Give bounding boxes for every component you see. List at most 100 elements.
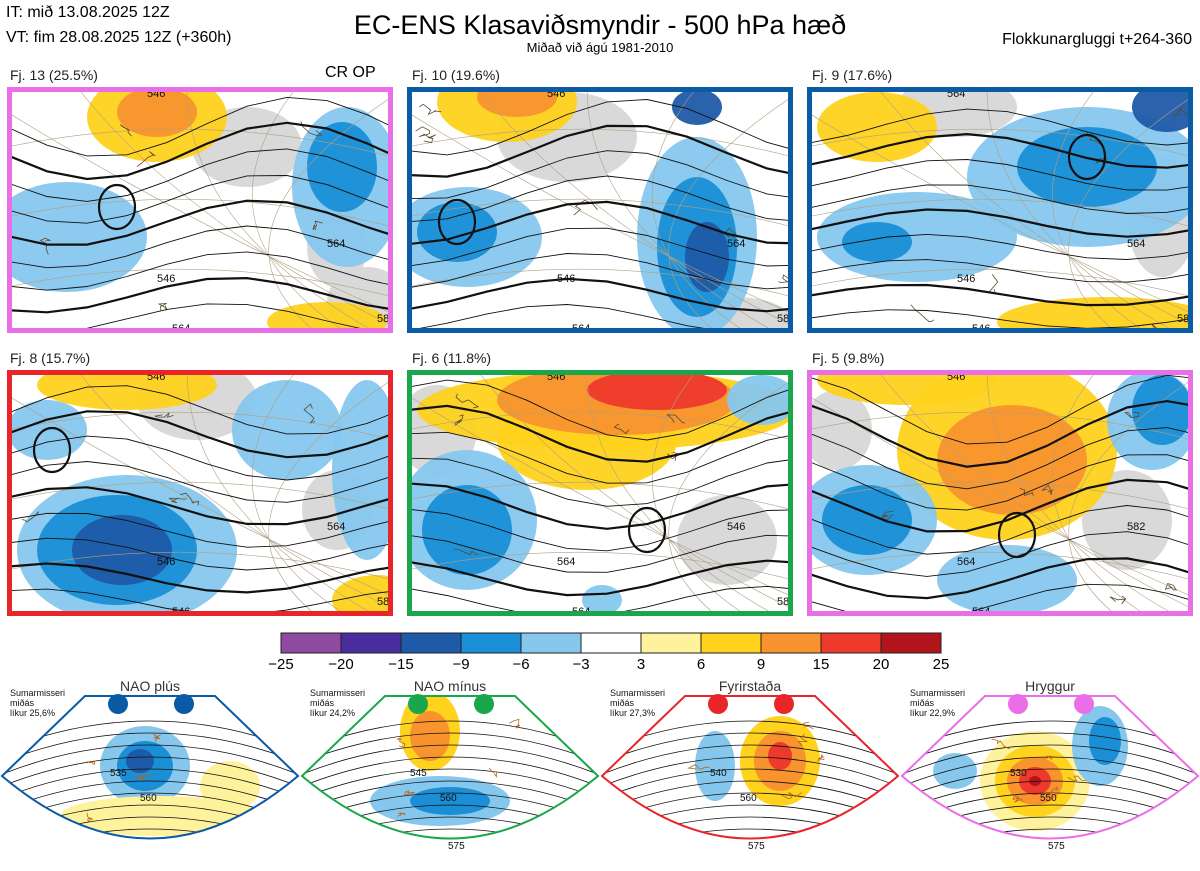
graticule-line (807, 128, 1193, 158)
height-contour (807, 184, 1193, 214)
height-contour (807, 557, 1193, 600)
valid-time: VT: fim 28.08.2025 12Z (+360h) (6, 29, 232, 46)
height-contour (407, 277, 793, 313)
cluster-label: Fj. 10 (19.6%) (412, 67, 500, 83)
height-contour (407, 99, 793, 156)
regime-plot: 530 550 575 (900, 694, 1200, 852)
coastline (415, 126, 431, 137)
height-contour (407, 431, 793, 484)
contour-label: 564 (557, 556, 575, 568)
graticule-line (586, 370, 778, 616)
chart-title: EC-ENS Klasaviðsmyndir - 500 hPa hæð (353, 10, 847, 40)
height-contour (602, 828, 898, 839)
colorbar-tick-label: −20 (328, 656, 354, 673)
colorbar-tick-label: −15 (388, 656, 414, 673)
regime-name: Hryggur (1025, 678, 1075, 694)
anomaly-area (1017, 127, 1157, 207)
colorbar-segment (400, 632, 462, 654)
graticule-line (7, 111, 393, 315)
regime-map: 530 550 575 Hryggur Sumarmisseri miðás lík… (900, 676, 1200, 871)
contour-label: 564 (957, 556, 975, 568)
control-run-note: CR OP (325, 64, 376, 81)
regime-plot: 535 560 (0, 694, 300, 840)
coastline (179, 492, 199, 506)
graticule-line (807, 394, 1193, 598)
contour-label: 560 (140, 793, 157, 804)
colorbar-segment (520, 632, 582, 654)
coastline (86, 812, 93, 823)
height-contour (407, 457, 793, 507)
anomaly-area (933, 753, 977, 789)
closed-contour (437, 198, 477, 246)
height-contour (807, 399, 1193, 468)
closed-contour (1067, 133, 1107, 181)
cluster-label: Fj. 13 (25.5%) (10, 67, 98, 83)
regime-marker (708, 694, 728, 714)
height-contour (902, 744, 1198, 776)
coastline (802, 721, 814, 730)
regime-marker (408, 694, 428, 714)
anomaly-area (37, 370, 217, 410)
height-contour (407, 559, 793, 597)
contour-label: 564 (1127, 238, 1145, 250)
height-contour (7, 251, 393, 291)
anomaly-area (60, 796, 260, 836)
land-mass (677, 495, 777, 585)
anomaly-area (587, 370, 727, 410)
height-contour (7, 121, 393, 181)
chart-subtitle: Miðað við ágú 1981-2010 (526, 40, 674, 55)
height-contour (7, 512, 393, 548)
contour-label: 564 (727, 238, 745, 250)
contour-label: 560 (740, 793, 757, 804)
anomaly-area (768, 742, 792, 770)
regime-frame (600, 695, 900, 840)
height-contour (407, 200, 793, 246)
height-contour (407, 379, 793, 441)
coastline (488, 767, 498, 778)
contour-label: 546 (557, 273, 575, 285)
height-contour (2, 780, 298, 812)
colorbar-tick-label: −6 (512, 656, 530, 673)
anomaly-area (417, 202, 497, 262)
regime-plot: 540 560 575 (600, 694, 900, 852)
height-contour (807, 454, 1193, 511)
anomaly-area (267, 302, 387, 333)
graticule-line (7, 551, 393, 581)
coastline (136, 151, 156, 167)
colorbar-segment (760, 632, 822, 654)
height-contour (807, 283, 1193, 307)
coastline (1050, 786, 1059, 794)
coastline (509, 718, 521, 729)
colorbar-segment (340, 632, 402, 654)
contour-label: 545 (410, 768, 427, 779)
cluster-label: Fj. 5 (9.8%) (812, 350, 885, 366)
colorbar-tick-label: 9 (756, 656, 766, 673)
anomaly-area (72, 515, 172, 585)
coastline (1042, 755, 1054, 760)
height-contour (302, 780, 598, 812)
anomaly-area (7, 182, 147, 292)
coastline (39, 237, 52, 255)
regime-marker (108, 694, 128, 714)
coastline (1124, 411, 1140, 419)
cluster-map: 546 546 564 564 582 (407, 87, 793, 333)
height-contour (807, 233, 1193, 260)
graticule-line (407, 128, 793, 158)
regime-plot: 545 560 575 (300, 694, 600, 852)
height-contour (7, 225, 393, 269)
coastline (119, 124, 132, 137)
graticule-line (807, 551, 1193, 581)
height-contour (7, 562, 393, 594)
cluster-label: Fj. 9 (17.6%) (812, 67, 893, 83)
coastline (1041, 484, 1053, 495)
coastline (154, 412, 174, 418)
contour-label: 535 (110, 768, 127, 779)
graticule-line (76, 370, 393, 610)
coastline (397, 812, 406, 817)
regime-name: Fyrirstaða (718, 678, 782, 694)
anomaly-area (695, 731, 735, 801)
anomaly-area (672, 89, 722, 125)
regime-description: Sumarmisseri miðás líkur 25,6% (10, 688, 66, 718)
